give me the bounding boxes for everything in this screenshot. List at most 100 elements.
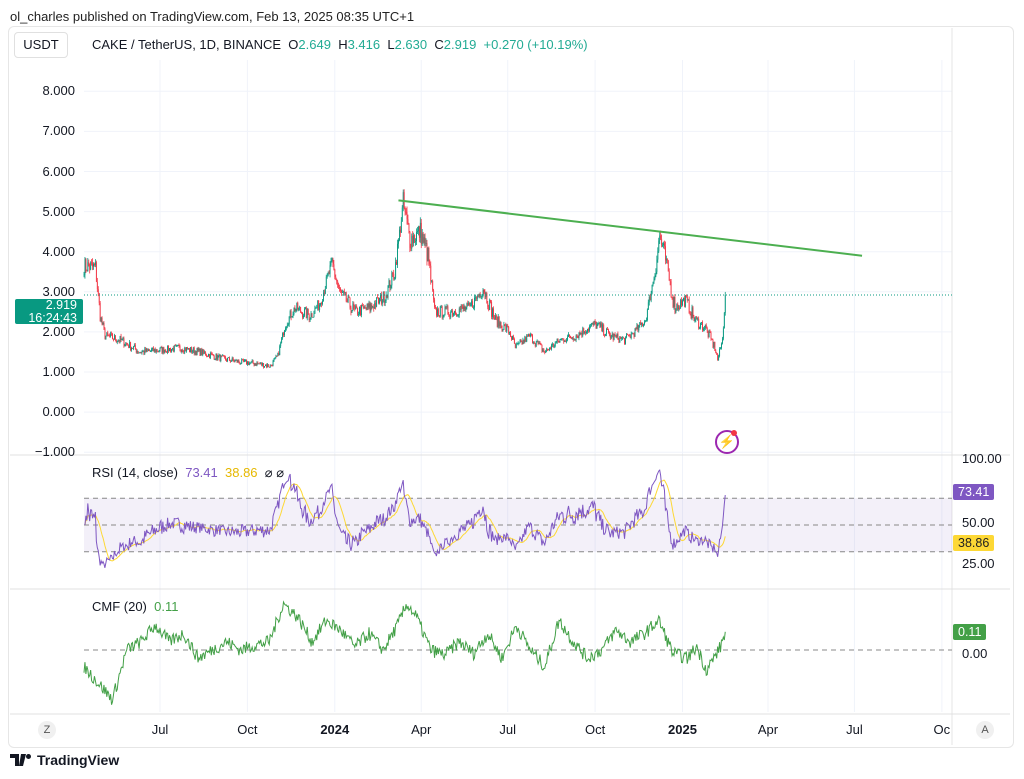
candle-body <box>418 226 420 238</box>
candle-body <box>433 290 435 300</box>
candle-body <box>238 360 240 363</box>
candle-body <box>481 294 483 297</box>
candle-body <box>640 322 642 325</box>
candle-body <box>559 339 561 342</box>
candle-body <box>605 334 607 336</box>
candle-body <box>419 222 421 238</box>
candle-body <box>642 323 644 327</box>
candle-body <box>207 355 208 357</box>
candle-body <box>87 262 89 272</box>
candle-body <box>409 232 411 248</box>
candle-body <box>340 288 341 291</box>
candle-body <box>96 281 98 290</box>
candle-body <box>321 303 322 305</box>
candle-body <box>475 297 476 299</box>
hide-icon[interactable]: ⌀ <box>276 465 285 480</box>
candle-body <box>380 294 382 304</box>
price-axis-label: −1.000 <box>34 444 75 460</box>
rsi-level-100: 100.00 <box>962 451 1002 466</box>
candle-body <box>565 341 567 342</box>
candle-body <box>456 315 458 317</box>
candle-body <box>197 348 199 351</box>
rsi-value: 73.41 <box>185 465 218 480</box>
price-axis-label: 4.000 <box>42 243 75 259</box>
candle-body <box>486 293 488 304</box>
candle-body <box>529 334 531 337</box>
candle-body <box>196 348 198 356</box>
candle-body <box>608 332 610 335</box>
candle-body <box>416 232 417 242</box>
candle-body <box>722 328 724 339</box>
candle-body <box>621 338 623 339</box>
candle-body <box>539 342 541 344</box>
zoom-reset-button[interactable]: Z <box>38 721 56 739</box>
candle-body <box>370 304 372 311</box>
rsi-title[interactable]: RSI (14, close) <box>92 465 178 480</box>
candle-body <box>228 357 230 361</box>
candle-body <box>442 316 444 318</box>
currency-button[interactable]: USDT <box>14 32 68 58</box>
candle-body <box>445 306 447 308</box>
candle-body <box>119 336 121 342</box>
candle-body <box>162 347 164 353</box>
candle-body <box>534 343 536 347</box>
candle-body <box>256 362 258 366</box>
candle-body <box>269 365 271 368</box>
tradingview-logo[interactable]: TradingView <box>10 752 119 768</box>
candle-body <box>601 323 603 332</box>
candle-body <box>499 322 501 327</box>
candle-body <box>469 302 471 306</box>
candle-body <box>631 333 633 335</box>
candle-body <box>498 316 500 327</box>
candle-body <box>672 297 674 307</box>
candle-body <box>212 354 214 356</box>
candle-body <box>213 355 215 360</box>
candle-body <box>466 302 468 308</box>
candle-body <box>456 313 457 316</box>
candle-body <box>143 350 145 354</box>
candle-body <box>570 336 571 339</box>
candle-body <box>685 295 687 297</box>
candle-body <box>665 258 667 261</box>
candle-body <box>687 299 689 301</box>
candle-body <box>274 357 276 360</box>
candle-body <box>312 317 314 318</box>
lightning-icon[interactable]: ⚡ <box>715 430 739 454</box>
candle-body <box>116 341 118 343</box>
hide-icon[interactable]: ⌀ <box>264 465 273 480</box>
candle-body <box>113 339 114 340</box>
candle-body <box>299 306 301 308</box>
cmf-title[interactable]: CMF (20) <box>92 599 147 614</box>
candle-body <box>180 349 182 352</box>
candle-body <box>293 307 295 315</box>
candle-body <box>105 336 107 340</box>
candle-body <box>691 307 693 319</box>
candle-body <box>610 335 612 339</box>
candle-body <box>702 322 703 331</box>
candle-body <box>519 340 521 343</box>
candle-body <box>650 293 652 301</box>
candle-body <box>492 308 493 317</box>
candle-body <box>377 297 379 299</box>
candle-body <box>528 334 530 337</box>
candle-body <box>448 314 450 316</box>
candle-body <box>596 324 598 329</box>
price-axis-label: 2.000 <box>42 323 75 339</box>
candle-body <box>126 342 128 344</box>
symbol-title[interactable]: CAKE / TetherUS, 1D, BINANCE <box>92 37 282 52</box>
candle-body <box>446 306 448 308</box>
candle-body <box>509 332 511 334</box>
candle-body <box>423 237 425 243</box>
candle-body <box>190 347 192 353</box>
candle-body <box>425 243 427 244</box>
candle-body <box>441 306 443 318</box>
candle-body <box>495 315 497 318</box>
candle-body <box>436 307 437 316</box>
auto-scale-button[interactable]: A <box>976 721 994 739</box>
candle-body <box>572 337 574 340</box>
candle-body <box>455 311 456 314</box>
candle-body <box>383 292 385 303</box>
candle-body <box>690 314 692 319</box>
candle-body <box>118 340 120 342</box>
